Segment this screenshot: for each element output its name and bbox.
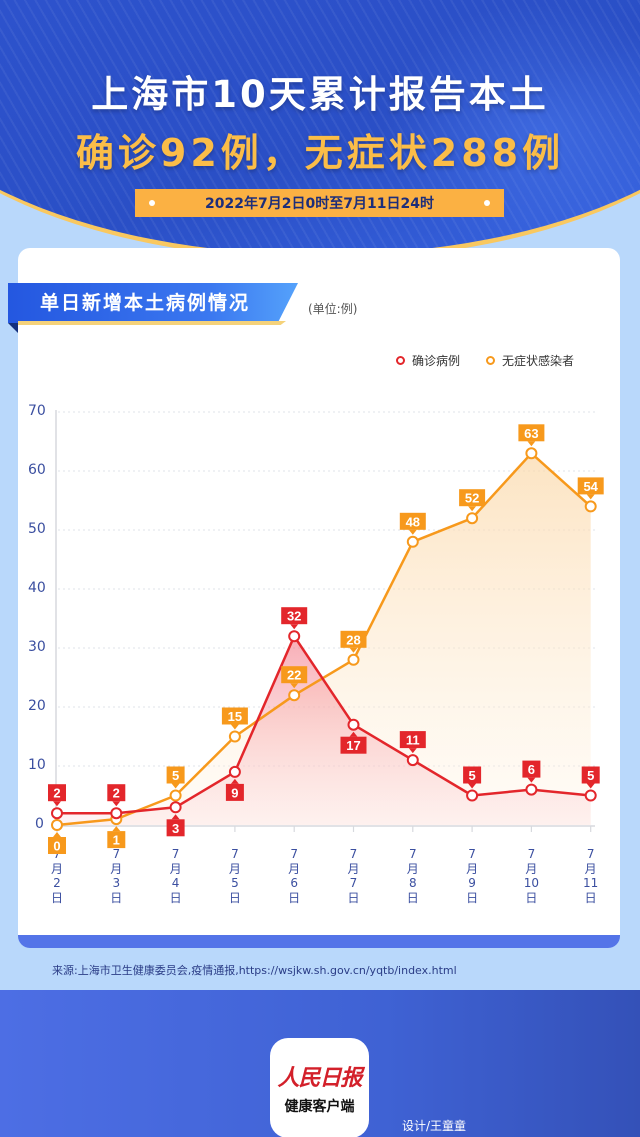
bullet-dot-icon: [149, 200, 155, 206]
y-tick-label: 40: [28, 580, 46, 596]
y-tick-label: 70: [28, 403, 46, 419]
x-tick-label: 7 月 10 日: [523, 847, 540, 905]
y-tick-label: 50: [28, 521, 46, 537]
bullet-dot-icon: [484, 200, 490, 206]
source-citation: 来源:上海市卫生健康委员会,疫情通报,https://wsjkw.sh.gov.…: [52, 964, 457, 977]
y-tick-label: 10: [28, 757, 46, 773]
headline-line2: 确诊92例，无症状288例: [75, 131, 565, 175]
legend-label: 无症状感染者: [502, 354, 575, 368]
designer-credit: 设计/王童童: [402, 1119, 467, 1133]
y-tick-label: 20: [28, 698, 46, 714]
y-tick-label: 30: [28, 639, 46, 655]
x-tick-label: 7 月 8 日: [406, 847, 419, 905]
unit-label: (单位:例): [308, 302, 358, 316]
legend-ring-icon: [486, 356, 495, 365]
legend-label: 确诊病例: [412, 354, 461, 368]
logo-subtitle: 健康客户端: [284, 1099, 355, 1115]
publisher-logo: 人民日报 健康客户端: [270, 1038, 369, 1137]
date-range-bar: 2022年7月2日0时至7月11日24时: [135, 189, 504, 217]
legend-ring-icon: [396, 356, 405, 365]
y-tick-label: 60: [28, 462, 46, 478]
section-title: 单日新增本土病例情况: [8, 283, 298, 323]
banner-fold: [8, 323, 18, 333]
x-tick-label: 7 月 3 日: [110, 847, 123, 905]
banner-underline: [18, 321, 286, 325]
date-range-text: 2022年7月2日0时至7月11日24时: [205, 196, 434, 212]
x-tick-label: 7 月 5 日: [228, 847, 241, 905]
logo-brand: 人民日报: [277, 1065, 362, 1091]
legend-asymptomatic: 无症状感染者: [486, 352, 574, 369]
x-tick-label: 7 月 11 日: [583, 847, 599, 905]
x-tick-label: 7 月 6 日: [288, 847, 301, 905]
x-tick-label: 7 月 2 日: [50, 847, 63, 905]
x-tick-label: 7 月 7 日: [347, 847, 360, 905]
x-tick-label: 7 月 9 日: [466, 847, 479, 905]
headline-line1: 上海市10天累计报告本土: [91, 73, 549, 116]
y-tick-label: 0: [35, 816, 44, 832]
x-tick-label: 7 月 4 日: [169, 847, 182, 905]
legend-confirmed: 确诊病例: [396, 352, 460, 369]
